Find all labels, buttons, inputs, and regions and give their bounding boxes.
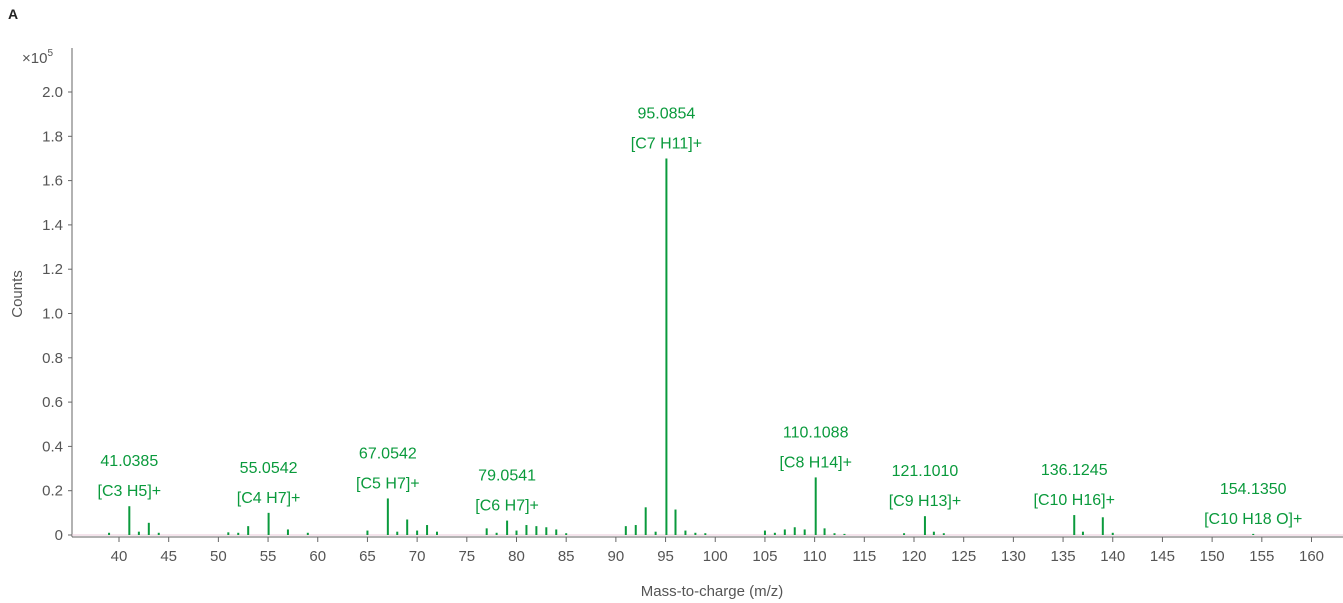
x-tick-label: 95 bbox=[657, 548, 674, 565]
x-tick-label: 155 bbox=[1249, 548, 1274, 565]
peak-annotation: 110.1088 [C8 H14]+ bbox=[779, 424, 851, 471]
x-tick-label: 75 bbox=[458, 548, 475, 565]
y-tick-label: 2.0 bbox=[42, 84, 63, 101]
peak-formula-label: [C10 H18 O]+ bbox=[1204, 511, 1302, 528]
x-tick-label: 130 bbox=[1001, 548, 1026, 565]
y-axis-title: Counts bbox=[9, 270, 26, 318]
x-tick-label: 110 bbox=[803, 548, 827, 565]
x-tick-label: 135 bbox=[1051, 548, 1076, 565]
peak-mass-label: 121.1010 bbox=[892, 463, 959, 480]
peak-mass-label: 41.0385 bbox=[100, 453, 158, 470]
peak-formula-label: [C8 H14]+ bbox=[779, 454, 851, 471]
x-tick-label: 65 bbox=[359, 548, 376, 565]
bars-layer bbox=[108, 158, 1255, 535]
peak-annotation: 136.1245 [C10 H16]+ bbox=[1034, 462, 1115, 509]
peak-mass-label: 79.0541 bbox=[478, 468, 536, 485]
x-axis-title: Mass-to-charge (m/z) bbox=[641, 583, 784, 600]
y-tick-label: 0.4 bbox=[42, 438, 63, 455]
y-tick-label: 1.6 bbox=[42, 173, 63, 190]
peak-mass-label: 55.0542 bbox=[240, 460, 298, 477]
y-tick-label: 0.8 bbox=[42, 350, 63, 367]
peak-annotation: 95.0854 [C7 H11]+ bbox=[631, 105, 702, 152]
y-tick-label: 0.6 bbox=[42, 394, 63, 411]
x-tick-label: 125 bbox=[951, 548, 976, 565]
x-tick-label: 50 bbox=[210, 548, 227, 565]
panel-label: A bbox=[8, 6, 19, 22]
y-axis-multiplier: ×105 bbox=[22, 48, 53, 67]
x-tick-label: 60 bbox=[309, 548, 326, 565]
peak-annotation: 79.0541 [C6 H7]+ bbox=[475, 468, 539, 515]
y-tick-label: 1.2 bbox=[42, 261, 63, 278]
annotations-layer: 41.0385 [C3 H5]+ 55.0542 [C4 H7]+ 67.0542 [C5… bbox=[98, 105, 1303, 527]
peak-annotation: 67.0542 [C5 H7]+ bbox=[356, 445, 420, 492]
y-tick-label: 0 bbox=[55, 527, 63, 544]
peak-formula-label: [C6 H7]+ bbox=[475, 498, 539, 515]
peak-annotation: 154.1350 [C10 H18 O]+ bbox=[1204, 481, 1302, 528]
peak-formula-label: [C5 H7]+ bbox=[356, 475, 420, 492]
x-tick-label: 145 bbox=[1150, 548, 1175, 565]
x-tick-label: 45 bbox=[160, 548, 177, 565]
x-tick-label: 105 bbox=[752, 548, 777, 565]
peak-mass-label: 154.1350 bbox=[1220, 481, 1287, 498]
peak-formula-label: [C3 H5]+ bbox=[98, 483, 162, 500]
x-tick-label: 150 bbox=[1200, 548, 1225, 565]
peak-formula-label: [C4 H7]+ bbox=[237, 490, 301, 507]
x-tick-label: 80 bbox=[508, 548, 525, 565]
x-tick-label: 85 bbox=[558, 548, 575, 565]
peak-annotation: 121.1010 [C9 H13]+ bbox=[889, 463, 961, 510]
axes-layer: 0 0.2 0.4 0.6 0.8 1.0 1.2 1.4 1.6 1.8 2.0 40 45 50 55 6… bbox=[42, 48, 1343, 565]
x-tick-label: 70 bbox=[409, 548, 426, 565]
x-tick-label: 40 bbox=[111, 548, 128, 565]
peak-mass-label: 95.0854 bbox=[637, 105, 695, 122]
y-multiplier-exponent: 5 bbox=[47, 48, 53, 59]
y-tick-label: 1.4 bbox=[42, 217, 63, 234]
y-tick-label: 0.2 bbox=[42, 483, 63, 500]
peak-formula-label: [C7 H11]+ bbox=[631, 135, 702, 152]
peak-mass-label: 136.1245 bbox=[1041, 462, 1108, 479]
x-tick-label: 140 bbox=[1100, 548, 1125, 565]
y-tick-label: 1.0 bbox=[42, 306, 63, 323]
x-tick-label: 55 bbox=[260, 548, 277, 565]
peak-annotation: 55.0542 [C4 H7]+ bbox=[237, 460, 301, 507]
y-multiplier-base: ×10 bbox=[22, 50, 47, 67]
x-tick-label: 100 bbox=[703, 548, 728, 565]
x-tick-label: 90 bbox=[608, 548, 625, 565]
peak-formula-label: [C10 H16]+ bbox=[1034, 492, 1115, 509]
peak-mass-label: 67.0542 bbox=[359, 445, 417, 462]
x-tick-label: 120 bbox=[901, 548, 926, 565]
peak-formula-label: [C9 H13]+ bbox=[889, 493, 961, 510]
peak-mass-label: 110.1088 bbox=[783, 424, 849, 441]
x-tick-label: 160 bbox=[1299, 548, 1324, 565]
y-tick-label: 1.8 bbox=[42, 128, 63, 145]
peak-annotation: 41.0385 [C3 H5]+ bbox=[98, 453, 162, 500]
x-tick-label: 115 bbox=[852, 548, 876, 565]
